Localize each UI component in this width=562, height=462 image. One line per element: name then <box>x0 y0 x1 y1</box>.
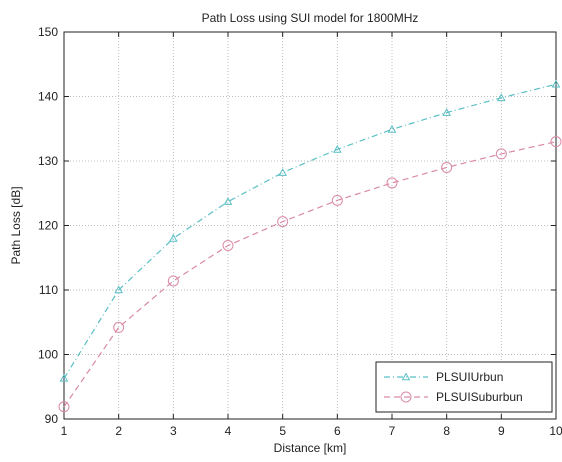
y-tick-label: 110 <box>39 283 58 297</box>
axis-ticks: 1 2 3 4 5 6 7 8 9 10 90 100 110 120 130 140 150 <box>38 25 562 438</box>
data-point <box>59 373 69 382</box>
data-point <box>113 321 125 333</box>
data-point <box>114 285 124 294</box>
x-tick-label: 1 <box>61 424 68 438</box>
x-tick-label: 10 <box>549 424 562 438</box>
y-tick-label: 90 <box>45 412 59 426</box>
legend-label: PLSUISuburbun <box>436 390 523 404</box>
x-tick-label: 4 <box>225 424 232 438</box>
legend: PLSUIUrbun PLSUISuburbun <box>375 361 553 413</box>
grid <box>64 32 556 419</box>
data-point <box>278 168 288 176</box>
x-tick-label: 5 <box>279 424 286 438</box>
y-tick-label: 150 <box>38 25 58 39</box>
data-series <box>58 79 562 413</box>
x-tick-label: 9 <box>498 424 505 438</box>
data-point <box>223 197 233 205</box>
y-axis-label: Path Loss [dB] <box>9 186 23 264</box>
data-point <box>277 216 289 228</box>
data-point <box>332 144 342 153</box>
data-point <box>168 233 178 242</box>
x-tick-label: 6 <box>334 424 341 438</box>
series-line <box>63 83 557 379</box>
data-point <box>496 93 506 102</box>
x-tick-label: 8 <box>443 424 450 438</box>
series-line <box>63 141 557 408</box>
y-tick-label: 130 <box>38 154 58 168</box>
x-tick-label: 7 <box>389 424 396 438</box>
legend-label: PLSUIUrbun <box>436 370 503 384</box>
data-point <box>495 148 507 160</box>
data-point <box>441 161 453 173</box>
data-point <box>222 239 234 251</box>
legend-entry: PLSUIUrbun <box>384 370 503 384</box>
series-plsuiurbun <box>59 79 561 382</box>
x-tick-label: 2 <box>115 424 122 438</box>
legend-marker <box>401 372 411 381</box>
legend-marker <box>400 391 412 403</box>
data-point <box>551 79 561 88</box>
data-point <box>58 401 70 413</box>
data-point <box>442 108 452 116</box>
data-point <box>167 275 179 287</box>
data-point <box>550 136 562 148</box>
data-point <box>331 194 343 206</box>
data-point <box>387 124 397 133</box>
y-tick-label: 120 <box>38 219 58 233</box>
chart-title: Path Loss using SUI model for 1800MHz <box>202 11 419 25</box>
y-tick-label: 140 <box>38 90 58 104</box>
x-axis-label: Distance [km] <box>274 441 347 455</box>
x-tick-label: 3 <box>170 424 177 438</box>
series-plsuisuburbun <box>58 136 562 413</box>
legend-box <box>375 361 553 413</box>
legend-entry: PLSUISuburbun <box>384 390 523 404</box>
data-point <box>386 177 398 189</box>
y-tick-label: 100 <box>38 348 58 362</box>
